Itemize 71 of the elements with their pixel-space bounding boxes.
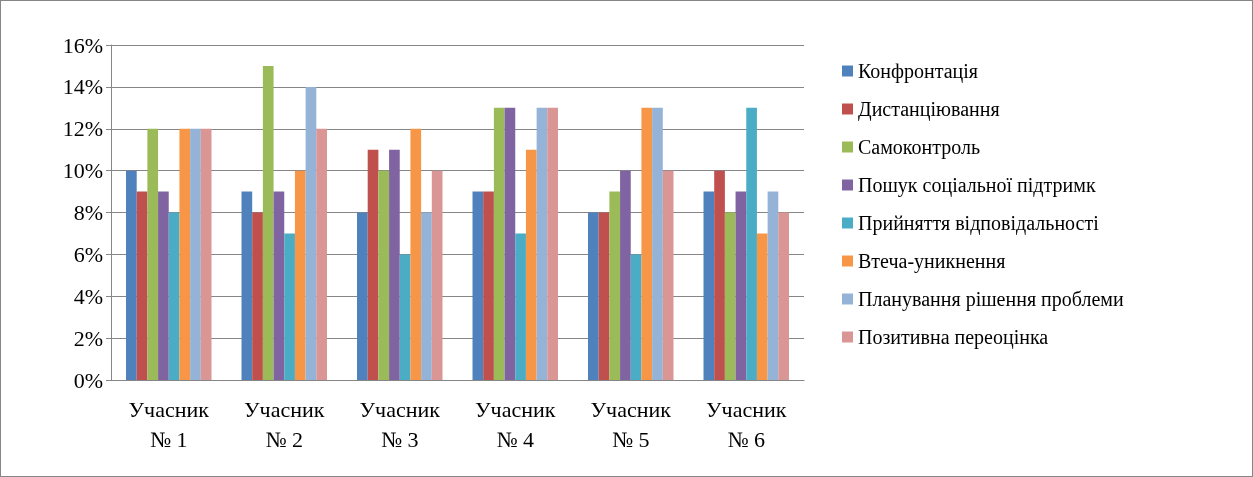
bar xyxy=(399,254,411,380)
y-tick-label: 2% xyxy=(73,325,103,351)
bar xyxy=(652,107,663,380)
bar xyxy=(410,128,422,380)
bar xyxy=(241,191,253,380)
bar xyxy=(767,191,779,380)
y-tick-label: 6% xyxy=(73,241,103,267)
y-tick-label: 8% xyxy=(73,200,103,225)
bar xyxy=(620,170,631,380)
bar xyxy=(735,191,747,380)
bar xyxy=(389,149,400,380)
y-tick-label: 4% xyxy=(73,283,103,309)
x-tick-label: Учасник № 2 xyxy=(244,396,325,452)
bar xyxy=(588,212,599,380)
x-tick-label: Учасник № 4 xyxy=(475,396,556,452)
x-tick-label: Учасник № 3 xyxy=(359,396,441,452)
bar xyxy=(504,107,516,380)
bar xyxy=(724,212,736,380)
bar xyxy=(305,86,317,380)
legend-label: Втеча-уникнення xyxy=(858,250,1006,273)
bar xyxy=(515,233,526,380)
x-tick-label: Учасник № 1 xyxy=(128,396,210,452)
y-tick-label: 14% xyxy=(62,74,103,100)
bar xyxy=(262,65,274,380)
bar xyxy=(252,212,263,380)
x-tick-label: Учасник № 5 xyxy=(590,396,672,452)
legend-label: Пошук соціальної підтримк xyxy=(858,174,1096,197)
bar xyxy=(483,191,494,380)
bar xyxy=(273,191,285,380)
bar xyxy=(703,191,715,380)
bar xyxy=(316,128,327,380)
bar xyxy=(357,212,368,380)
bar xyxy=(756,233,768,380)
y-tick-label: 16% xyxy=(62,32,103,58)
bar xyxy=(778,212,789,380)
bar xyxy=(147,128,159,380)
bar xyxy=(200,128,212,380)
bar xyxy=(179,128,191,380)
bar xyxy=(536,107,548,380)
bar xyxy=(598,212,610,380)
legend-label: Прийняття відповідальності xyxy=(858,212,1100,235)
bar xyxy=(378,170,390,380)
bar xyxy=(609,191,621,380)
y-tick-label: 12% xyxy=(62,116,103,142)
legend-label: Самоконтроль xyxy=(858,136,981,159)
x-tick-label: Учасник № 6 xyxy=(706,396,787,452)
bar xyxy=(525,149,537,380)
y-tick-label: 10% xyxy=(62,158,103,184)
bar xyxy=(294,170,306,380)
bar xyxy=(547,107,558,380)
bar xyxy=(493,107,505,380)
bar xyxy=(630,254,642,380)
legend-label: Планування рішення проблеми xyxy=(858,288,1124,311)
bar xyxy=(190,128,201,380)
bar xyxy=(126,170,137,380)
bar xyxy=(431,170,443,380)
legend-label: Конфронтація xyxy=(858,60,979,83)
bar xyxy=(641,107,653,380)
bar xyxy=(746,107,757,380)
y-tick-label: 0% xyxy=(73,367,103,393)
bar xyxy=(284,233,295,380)
bar xyxy=(472,191,484,380)
bar xyxy=(421,212,432,380)
legend-label: Дистанціювання xyxy=(858,98,1000,121)
legend-label: Позитивна переоцінка xyxy=(858,326,1049,349)
bar xyxy=(168,212,180,380)
bar xyxy=(136,191,148,380)
bar xyxy=(662,170,674,380)
bar xyxy=(158,191,169,380)
bar xyxy=(367,149,379,380)
bar xyxy=(714,170,725,380)
